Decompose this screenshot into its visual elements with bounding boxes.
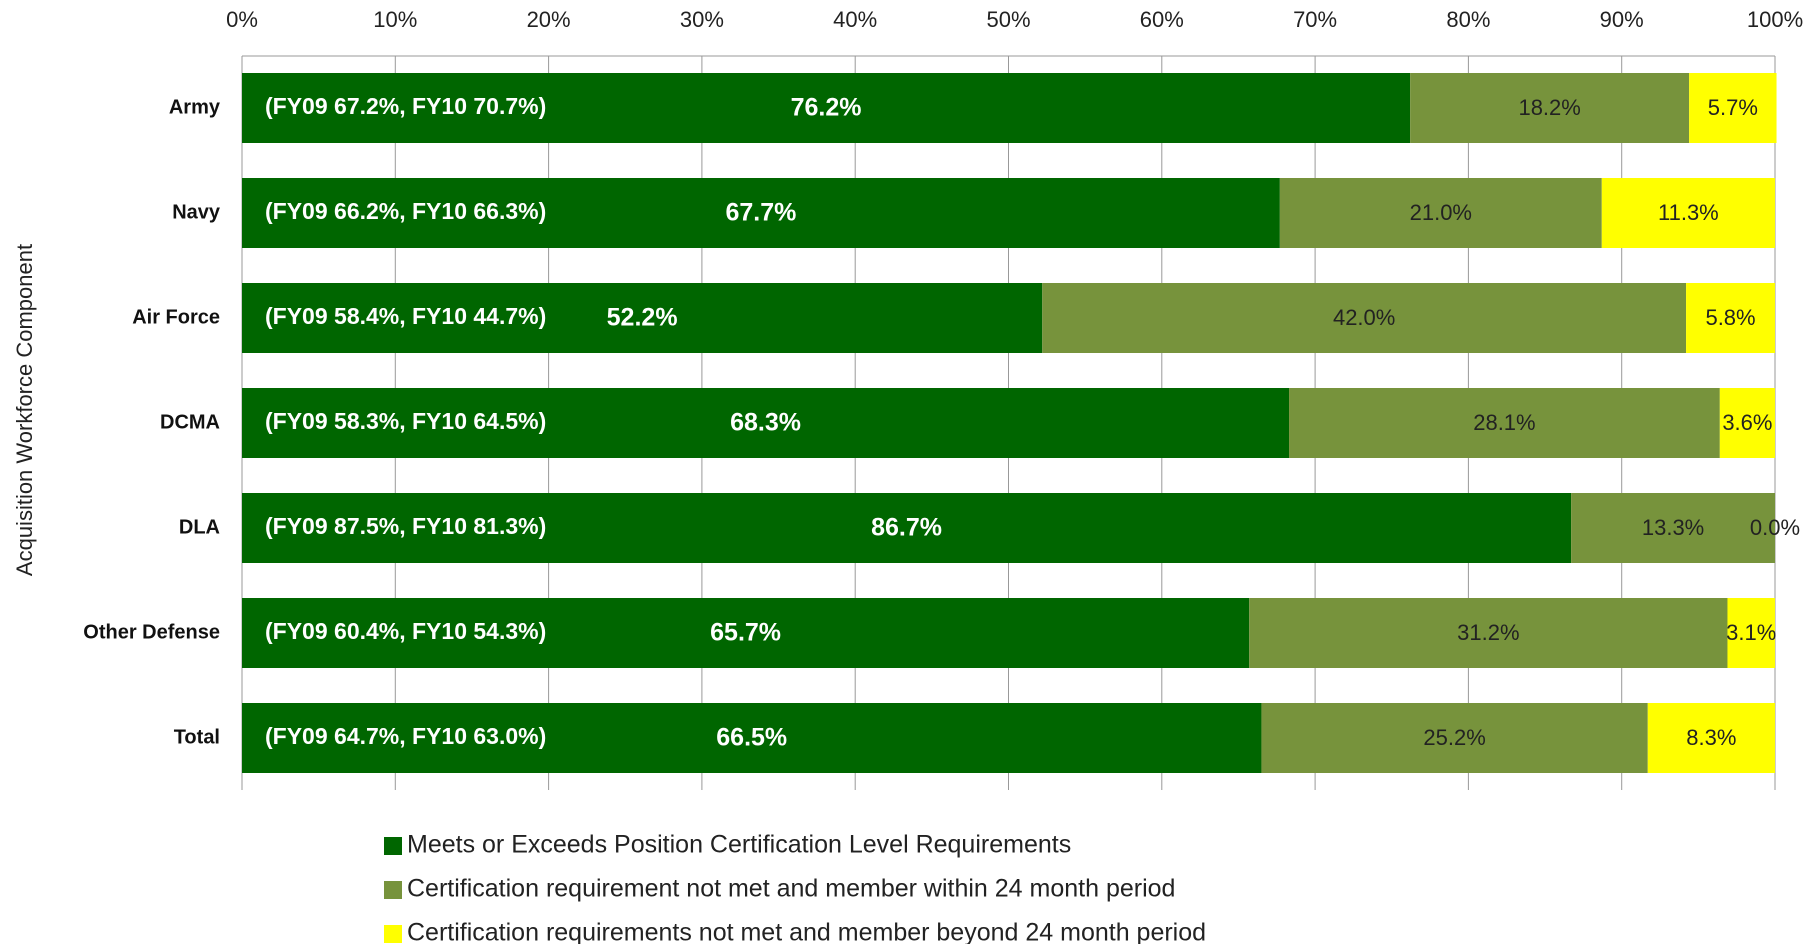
value-label: 25.2%	[1423, 725, 1485, 750]
y-axis-label: Acquisition Workforce Component	[12, 244, 37, 576]
bar-segment	[1727, 598, 1775, 668]
value-label: 31.2%	[1457, 620, 1519, 645]
x-tick-label: 10%	[373, 7, 417, 32]
value-label: 86.7%	[871, 514, 942, 542]
category-label: Other Defense	[83, 621, 220, 643]
x-tick-label: 30%	[680, 7, 724, 32]
annotation: (FY09 60.4%, FY10 54.3%)	[265, 618, 546, 644]
bar-segment	[1571, 493, 1775, 563]
legend-label: Meets or Exceeds Position Certification …	[407, 831, 1071, 859]
bar-segment	[1261, 703, 1648, 773]
annotation: (FY09 87.5%, FY10 81.3%)	[265, 513, 546, 539]
value-label: 42.0%	[1333, 305, 1395, 330]
legend-label: Certification requirements not met and m…	[407, 919, 1206, 944]
value-label: 13.3%	[1642, 515, 1704, 540]
value-label: 28.1%	[1473, 410, 1535, 435]
legend-swatch	[384, 837, 402, 855]
annotation: (FY09 66.2%, FY10 66.3%)	[265, 198, 546, 224]
bar-segment	[242, 73, 1411, 143]
annotation: (FY09 64.7%, FY10 63.0%)	[265, 723, 546, 749]
value-label: 21.0%	[1410, 200, 1472, 225]
value-label: 66.5%	[716, 724, 787, 752]
bar-segment	[1042, 283, 1687, 353]
x-tick-label: 80%	[1446, 7, 1490, 32]
value-label: 68.3%	[730, 409, 801, 437]
x-tick-label: 70%	[1293, 7, 1337, 32]
annotation: (FY09 58.4%, FY10 44.7%)	[265, 303, 546, 329]
bar-segment	[1279, 178, 1602, 248]
value-label: 3.1%	[1726, 620, 1776, 645]
category-label: Army	[169, 96, 221, 118]
value-label: 52.2%	[607, 304, 678, 332]
value-label: 0.0%	[1750, 515, 1800, 540]
bar-segment	[1689, 73, 1777, 143]
value-label: 3.6%	[1722, 410, 1772, 435]
legend-label: Certification requirement not met and me…	[407, 875, 1175, 903]
x-tick-label: 60%	[1140, 7, 1184, 32]
category-label: DLA	[179, 516, 220, 538]
bar-segment	[242, 178, 1280, 248]
bar-segment	[1719, 388, 1775, 458]
x-tick-label: 20%	[527, 7, 571, 32]
value-label: 67.7%	[725, 199, 796, 227]
bar-segment	[1647, 703, 1775, 773]
value-label: 65.7%	[710, 619, 781, 647]
x-tick-label: 50%	[986, 7, 1030, 32]
category-label: Total	[174, 726, 220, 748]
bar-segment	[242, 493, 1572, 563]
value-label: 76.2%	[791, 94, 862, 122]
value-label: 18.2%	[1518, 95, 1580, 120]
bar-segment	[242, 388, 1290, 458]
legend-swatch	[384, 925, 402, 943]
x-tick-label: 0%	[226, 7, 258, 32]
x-tick-label: 40%	[833, 7, 877, 32]
legend-swatch	[384, 881, 402, 899]
bar-segment	[242, 703, 1262, 773]
value-label: 8.3%	[1686, 725, 1736, 750]
value-label: 11.3%	[1658, 200, 1719, 225]
x-tick-label: 90%	[1600, 7, 1644, 32]
category-label: Navy	[172, 201, 221, 223]
bar-segment	[242, 283, 1043, 353]
bar-segment	[1289, 388, 1720, 458]
bar-segment	[1410, 73, 1690, 143]
category-label: Air Force	[132, 306, 220, 328]
value-label: 5.7%	[1708, 95, 1758, 120]
category-label: DCMA	[160, 411, 220, 433]
bar-segment	[1249, 598, 1728, 668]
value-label: 5.8%	[1705, 305, 1755, 330]
bar-segment	[242, 598, 1250, 668]
bar-segment	[1686, 283, 1775, 353]
annotation: (FY09 67.2%, FY10 70.7%)	[265, 93, 546, 119]
x-tick-label: 100%	[1747, 7, 1803, 32]
bar-segment	[1601, 178, 1775, 248]
annotation: (FY09 58.3%, FY10 64.5%)	[265, 408, 546, 434]
